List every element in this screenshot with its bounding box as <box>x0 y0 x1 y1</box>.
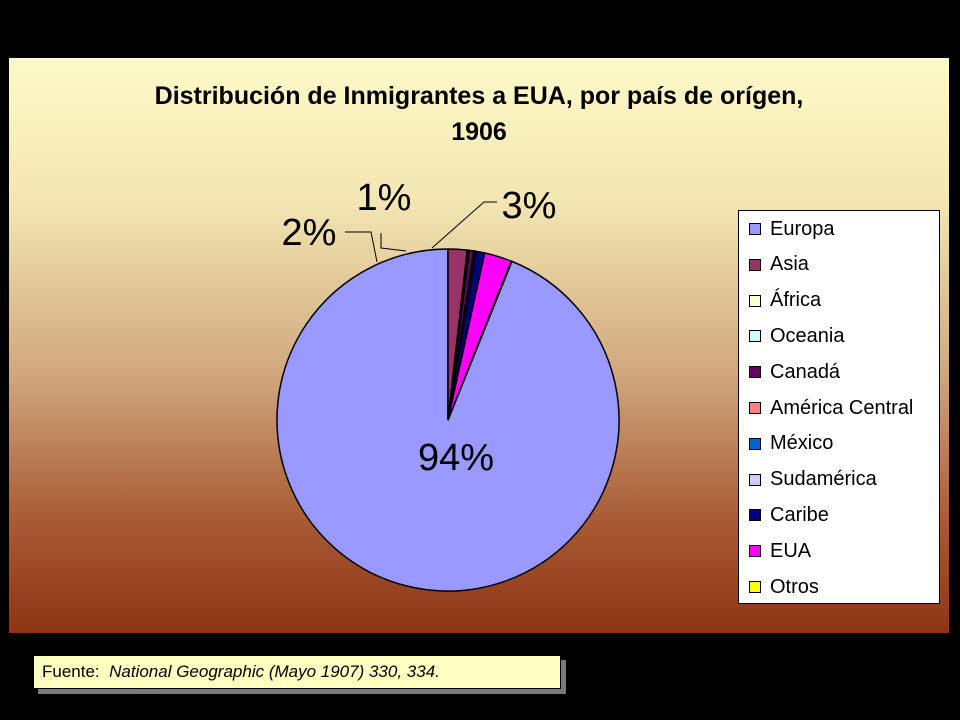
source-box: Fuente: National Geographic (Mayo 1907) … <box>33 655 561 689</box>
legend-label: EUA <box>770 539 812 562</box>
data-label-3: 1% <box>357 177 412 219</box>
legend-swatch <box>749 330 761 343</box>
leader-line-3 <box>431 201 497 249</box>
chart-title-line-2: 1906 <box>451 118 507 146</box>
legend-label: Sudamérica <box>770 468 877 491</box>
legend-swatch <box>749 473 761 486</box>
legend-item-asia: Asia <box>749 253 809 277</box>
legend-label: Asia <box>770 253 809 276</box>
legend-item-america-central: América Central <box>749 396 913 420</box>
legend-label: Oceania <box>770 324 845 347</box>
legend-swatch <box>749 258 761 271</box>
source-prefix: Fuente: <box>42 662 100 681</box>
legend-item-caribe: Caribe <box>749 503 829 527</box>
legend-item-europa: Europa <box>749 217 835 241</box>
legend-swatch <box>749 581 761 593</box>
legend-swatch <box>749 223 761 235</box>
legend-swatch <box>749 437 761 450</box>
pie-slice-otros <box>447 260 513 421</box>
legend-swatch <box>749 545 761 558</box>
legend-item-canada: Canadá <box>749 360 840 384</box>
legend-item-africa: África <box>749 289 821 313</box>
chart-title-line-1: Distribución de Inmigrantes a EUA, por p… <box>154 82 804 110</box>
source-citation: National Geographic (Mayo 1907) 330, 334… <box>109 662 440 681</box>
legend-swatch <box>749 294 761 307</box>
legend-item-oceania: Oceania <box>749 324 845 348</box>
data-label-2: 2% <box>282 212 337 254</box>
legend-swatch <box>749 402 761 414</box>
legend-label: Europa <box>770 217 835 240</box>
legend-label: América Central <box>770 396 914 419</box>
legend-swatch <box>749 509 761 522</box>
chart-area: 94% 2% 1% 3% Distribución de Inmigrantes a … <box>9 58 949 633</box>
legend-item-mexico: México <box>749 432 833 456</box>
data-label-1: 94% <box>418 437 494 479</box>
leader-line-1 <box>345 231 378 263</box>
leader-line-2 <box>380 233 407 252</box>
pie-chart: 94% 2% 1% 3% <box>276 177 620 592</box>
legend-label: México <box>770 432 834 455</box>
legend: Europa Asia África Oceania Canadá América Cen… <box>738 210 940 604</box>
data-label-4: 3% <box>502 185 557 227</box>
legend-item-sudamerica: Sudamérica <box>749 468 877 492</box>
legend-label: Canadá <box>770 360 841 383</box>
legend-label: Otros <box>770 575 819 598</box>
legend-label: Caribe <box>770 503 829 526</box>
pie-slice-europa <box>276 248 620 592</box>
chart-title: Distribución de Inmigrantes a EUA, por p… <box>9 78 949 150</box>
legend-label: África <box>770 289 822 312</box>
legend-item-otros: Otros <box>749 575 819 599</box>
legend-swatch <box>749 366 761 379</box>
legend-item-eua: EUA <box>749 539 811 563</box>
